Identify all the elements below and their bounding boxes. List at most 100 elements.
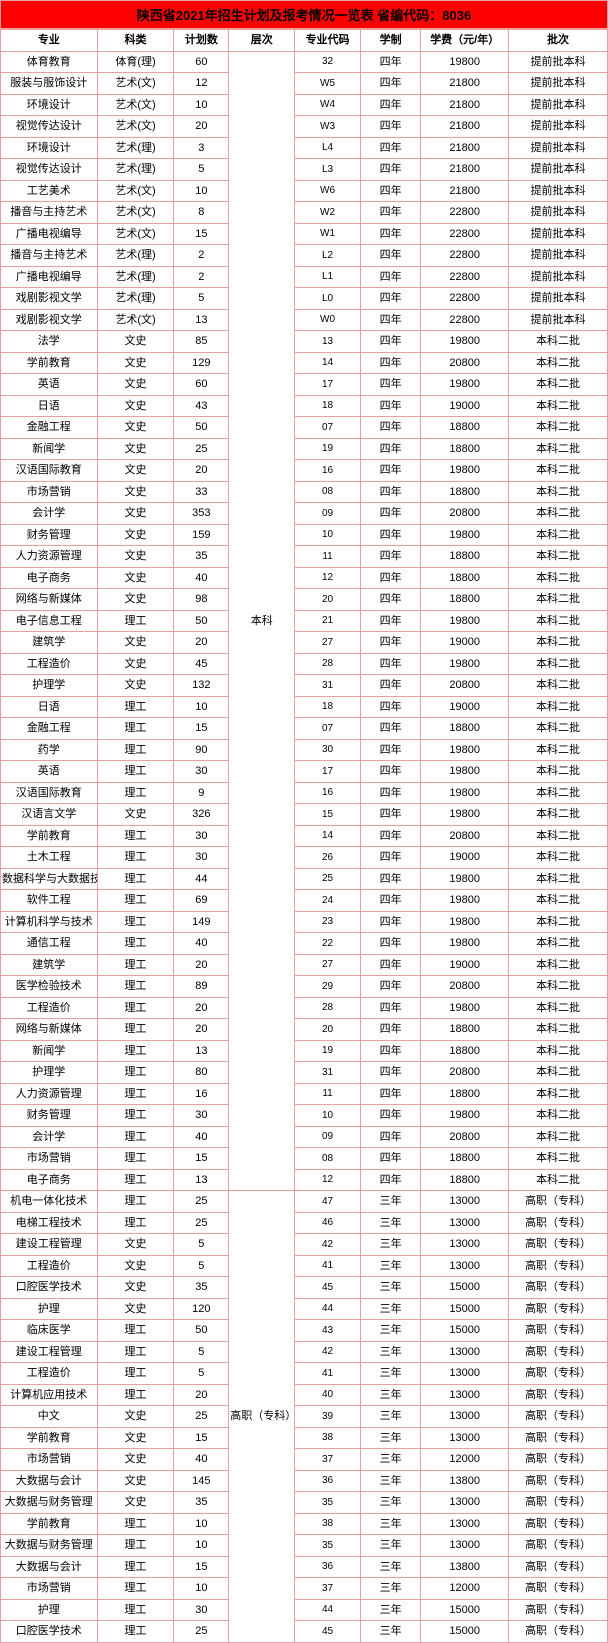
cell-duration: 四年 (360, 438, 420, 460)
cell-level: 高职（专科） (229, 1191, 295, 1643)
cell-batch: 本科二批 (509, 1040, 608, 1062)
cell-duration: 四年 (360, 159, 420, 181)
cell-category: 文史 (97, 1406, 174, 1428)
cell-plan: 353 (174, 503, 229, 525)
table-row: 广播电视编导艺术(文)15W1四年22800提前批本科 (1, 223, 608, 245)
cell-plan: 25 (174, 1406, 229, 1428)
cell-fee: 20800 (421, 825, 509, 847)
cell-plan: 10 (174, 94, 229, 116)
cell-category: 理工 (97, 997, 174, 1019)
table-row: 服装与服饰设计艺术(文)12W5四年21800提前批本科 (1, 73, 608, 95)
cell-duration: 四年 (360, 847, 420, 869)
cell-plan: 98 (174, 589, 229, 611)
cell-category: 艺术(文) (97, 309, 174, 331)
cell-duration: 四年 (360, 481, 420, 503)
table-row: 建设工程管理文史542三年13000高职（专科） (1, 1234, 608, 1256)
cell-batch: 本科二批 (509, 718, 608, 740)
cell-code: W2 (295, 202, 361, 224)
cell-plan: 80 (174, 1062, 229, 1084)
cell-batch: 本科二批 (509, 331, 608, 353)
table-row: 大数据与会计理工1536三年13800高职（专科） (1, 1556, 608, 1578)
page-title: 陕西省2021年招生计划及报考情况一览表 省编代码：8036 (0, 0, 608, 29)
cell-code: 41 (295, 1255, 361, 1277)
cell-plan: 20 (174, 1019, 229, 1041)
cell-batch: 提前批本科 (509, 159, 608, 181)
cell-category: 艺术(理) (97, 245, 174, 267)
table-row: 临床医学理工5043三年15000高职（专科） (1, 1320, 608, 1342)
table-row: 工程造价文史4528四年19800本科二批 (1, 653, 608, 675)
cell-fee: 18800 (421, 718, 509, 740)
cell-major: 播音与主持艺术 (1, 202, 98, 224)
cell-fee: 19800 (421, 782, 509, 804)
table-row: 计算机应用技术理工2040三年13000高职（专科） (1, 1384, 608, 1406)
cell-fee: 22800 (421, 309, 509, 331)
cell-fee: 19800 (421, 933, 509, 955)
cell-code: 42 (295, 1234, 361, 1256)
cell-category: 理工 (97, 1320, 174, 1342)
cell-code: 16 (295, 782, 361, 804)
cell-batch: 本科二批 (509, 417, 608, 439)
cell-fee: 19800 (421, 653, 509, 675)
cell-plan: 60 (174, 374, 229, 396)
cell-code: 46 (295, 1212, 361, 1234)
cell-major: 电梯工程技术 (1, 1212, 98, 1234)
cell-duration: 三年 (360, 1556, 420, 1578)
cell-duration: 三年 (360, 1535, 420, 1557)
cell-plan: 326 (174, 804, 229, 826)
cell-code: 08 (295, 1148, 361, 1170)
cell-batch: 本科二批 (509, 481, 608, 503)
cell-fee: 20800 (421, 1126, 509, 1148)
cell-code: 23 (295, 911, 361, 933)
cell-fee: 19800 (421, 610, 509, 632)
cell-code: 45 (295, 1621, 361, 1643)
cell-code: 32 (295, 51, 361, 73)
cell-duration: 四年 (360, 374, 420, 396)
cell-duration: 三年 (360, 1234, 420, 1256)
cell-batch: 提前批本科 (509, 180, 608, 202)
cell-major: 汉语言文学 (1, 804, 98, 826)
table-row: 工程造价理工2028四年19800本科二批 (1, 997, 608, 1019)
cell-fee: 19800 (421, 460, 509, 482)
cell-code: 37 (295, 1578, 361, 1600)
cell-code: L4 (295, 137, 361, 159)
cell-fee: 18800 (421, 417, 509, 439)
cell-fee: 19800 (421, 739, 509, 761)
cell-code: W3 (295, 116, 361, 138)
cell-code: 22 (295, 933, 361, 955)
cell-category: 体育(理) (97, 51, 174, 73)
cell-fee: 13000 (421, 1234, 509, 1256)
cell-plan: 15 (174, 1148, 229, 1170)
cell-code: 38 (295, 1513, 361, 1535)
cell-fee: 19800 (421, 761, 509, 783)
cell-duration: 四年 (360, 1126, 420, 1148)
cell-category: 文史 (97, 1234, 174, 1256)
cell-batch: 高职（专科） (509, 1341, 608, 1363)
table-row: 新闻学文史2519四年18800本科二批 (1, 438, 608, 460)
cell-plan: 50 (174, 417, 229, 439)
cell-fee: 13000 (421, 1427, 509, 1449)
cell-plan: 50 (174, 610, 229, 632)
cell-duration: 四年 (360, 567, 420, 589)
cell-plan: 159 (174, 524, 229, 546)
cell-plan: 40 (174, 1126, 229, 1148)
cell-code: 10 (295, 1105, 361, 1127)
cell-plan: 60 (174, 51, 229, 73)
table-row: 播音与主持艺术艺术(理)2L2四年22800提前批本科 (1, 245, 608, 267)
cell-code: 41 (295, 1363, 361, 1385)
cell-plan: 5 (174, 1234, 229, 1256)
cell-batch: 本科二批 (509, 503, 608, 525)
cell-batch: 提前批本科 (509, 223, 608, 245)
cell-duration: 四年 (360, 610, 420, 632)
cell-duration: 四年 (360, 1148, 420, 1170)
cell-fee: 13800 (421, 1556, 509, 1578)
cell-duration: 四年 (360, 288, 420, 310)
cell-fee: 21800 (421, 116, 509, 138)
cell-category: 理工 (97, 1148, 174, 1170)
cell-major: 汉语国际教育 (1, 460, 98, 482)
cell-duration: 四年 (360, 137, 420, 159)
cell-major: 口腔医学技术 (1, 1277, 98, 1299)
cell-fee: 18800 (421, 481, 509, 503)
cell-plan: 10 (174, 1578, 229, 1600)
cell-plan: 5 (174, 159, 229, 181)
cell-category: 文史 (97, 352, 174, 374)
